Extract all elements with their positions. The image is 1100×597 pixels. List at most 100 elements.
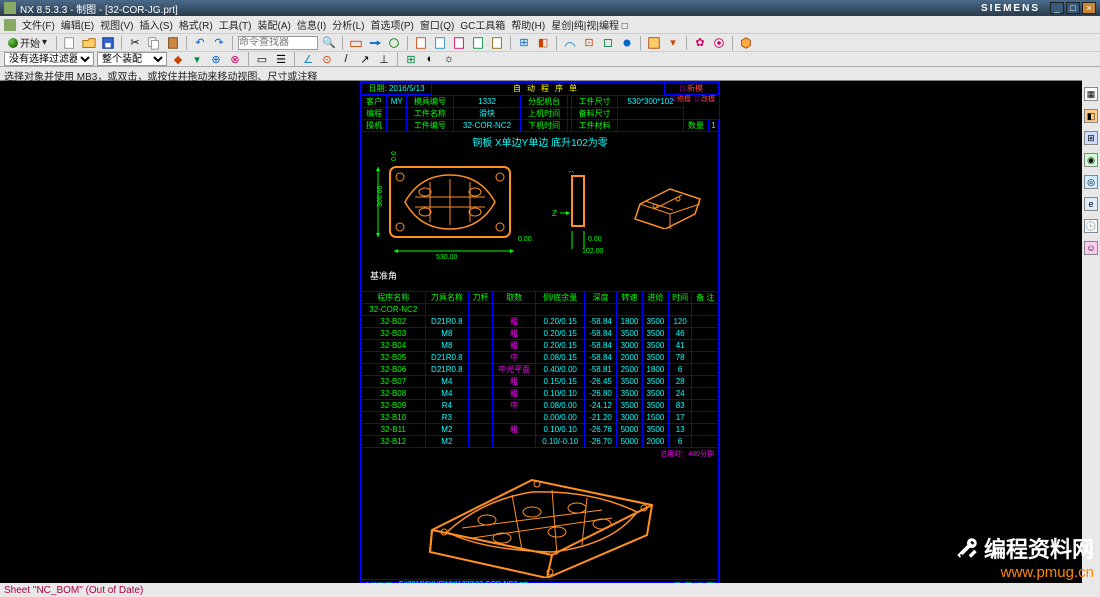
- tb-doc4-icon[interactable]: [470, 35, 486, 51]
- start-icon: [8, 38, 18, 48]
- start-label: 开始: [20, 35, 40, 50]
- menu-analysis[interactable]: 分析(L): [332, 17, 364, 32]
- copy-icon[interactable]: [146, 35, 162, 51]
- menu-view[interactable]: 视图(V): [100, 17, 133, 32]
- command-finder-input[interactable]: [238, 36, 318, 50]
- start-button[interactable]: 开始▾: [4, 35, 51, 50]
- sel-j-icon[interactable]: ↗: [357, 51, 373, 67]
- paste-icon[interactable]: [165, 35, 181, 51]
- maximize-button[interactable]: □: [1066, 2, 1080, 14]
- window-controls: _ □ ×: [1048, 2, 1096, 14]
- drawing-canvas[interactable]: 日期: 2016/5/13 自动程序单 □ 新模 □ 修模 □ 改模 客户MY模…: [0, 81, 1082, 583]
- drawing-sheet: 日期: 2016/5/13 自动程序单 □ 新模 □ 修模 □ 改模 客户MY模…: [360, 81, 720, 583]
- tb-x1-icon[interactable]: ⊞: [516, 35, 532, 51]
- legend-new: 新模: [687, 84, 703, 93]
- rbar-ie-icon[interactable]: e: [1084, 197, 1098, 211]
- menu-edit[interactable]: 编辑(E): [61, 17, 94, 32]
- iso-large-icon: [402, 460, 682, 578]
- tb-a-icon[interactable]: [348, 35, 364, 51]
- sel-i-icon[interactable]: /: [338, 51, 354, 67]
- subtitle: 铜板 X单边Y单边 底升102为零: [361, 132, 719, 151]
- menu-file[interactable]: 文件(F): [22, 17, 55, 32]
- svg-text:102.00: 102.00: [582, 248, 604, 255]
- app-logo-icon: [4, 2, 16, 14]
- drawing-views: 300.00 530.00 0.00 0.00 基准角 Z X 0.00 102…: [361, 151, 719, 291]
- iso-small-icon: [630, 169, 710, 229]
- minimize-button[interactable]: _: [1050, 2, 1064, 14]
- tb-z2-icon[interactable]: ▾: [665, 35, 681, 51]
- search-icon[interactable]: 🔍: [321, 35, 337, 51]
- sel-c-icon[interactable]: ⊕: [208, 51, 224, 67]
- tb-doc5-icon[interactable]: [489, 35, 505, 51]
- close-button[interactable]: ×: [1082, 2, 1096, 14]
- tb-x2-icon[interactable]: ◧: [535, 35, 551, 51]
- cut-icon[interactable]: ✂: [127, 35, 143, 51]
- rbar-asm-icon[interactable]: ⊞: [1084, 131, 1098, 145]
- sel-e-icon[interactable]: ▭: [254, 51, 270, 67]
- menu-tools[interactable]: 工具(T): [219, 17, 252, 32]
- save-icon[interactable]: [100, 35, 116, 51]
- menu-info[interactable]: 信息(I): [297, 17, 326, 32]
- tb-y2-icon[interactable]: ⊡: [581, 35, 597, 51]
- tb-w1-icon[interactable]: ✿: [692, 35, 708, 51]
- toolbar-main: 开始▾ ✂ ↶ ↷ 🔍 ⊞ ◧ ⊡ ▾ ✿: [0, 33, 1100, 51]
- title-bar: NX 8.5.3.3 - 制图 - [32-COR-JG.prt] SIEMEN…: [0, 0, 1100, 16]
- tb-c-icon[interactable]: [386, 35, 402, 51]
- dims-top: 300.00 530.00 0.00 0.00: [366, 151, 546, 281]
- tb-cube-icon[interactable]: [738, 35, 754, 51]
- tb-b-icon[interactable]: [367, 35, 383, 51]
- svg-text:0.00: 0.00: [391, 151, 398, 161]
- menu-help[interactable]: 帮助(H): [511, 17, 545, 32]
- tb-y4-icon[interactable]: [619, 35, 635, 51]
- rbar-nav-icon[interactable]: ▦: [1084, 87, 1098, 101]
- date-value: 2016/5/13: [389, 84, 425, 93]
- rbar-role-icon[interactable]: ☺: [1084, 241, 1098, 255]
- info-table: 客户MY模具编号1332分配机台工件尺寸530*300*102编程工件名称滑块上…: [361, 95, 719, 132]
- menu-format[interactable]: 格式(R): [179, 17, 213, 32]
- side-view-icon: Z X 0.00 102.00: [552, 171, 622, 261]
- sel-b-icon[interactable]: ▾: [189, 51, 205, 67]
- sel-f-icon[interactable]: ☰: [273, 51, 289, 67]
- menu-prefs[interactable]: 首选项(P): [371, 17, 414, 32]
- tb-w2-icon[interactable]: [711, 35, 727, 51]
- corner-label: 基准角: [370, 269, 397, 282]
- redo-icon[interactable]: ↷: [211, 35, 227, 51]
- menu-assembly[interactable]: 装配(A): [257, 17, 290, 32]
- dim-w: 530.00: [436, 254, 458, 261]
- sel-m-icon[interactable]: ◐: [422, 51, 438, 67]
- rbar-hist-icon[interactable]: 🕓: [1084, 219, 1098, 233]
- filter-select-2[interactable]: 整个装配: [97, 52, 167, 66]
- filter-select-1[interactable]: 没有选择过滤器: [4, 52, 94, 66]
- sel-l-icon[interactable]: ⊞: [403, 51, 419, 67]
- sel-h-icon[interactable]: ⊙: [319, 51, 335, 67]
- sheet-title: 自动程序单: [513, 84, 583, 93]
- sel-g-icon[interactable]: ∠: [300, 51, 316, 67]
- rbar-reuse-icon[interactable]: ◉: [1084, 153, 1098, 167]
- menu-window[interactable]: 窗口(Q): [420, 17, 454, 32]
- toolbar-selection: 没有选择过滤器 整个装配 ◆ ▾ ⊕ ⊗ ▭ ☰ ∠ ⊙ / ↗ ⊥ ⊞ ◐ ☼: [0, 51, 1100, 67]
- sel-n-icon[interactable]: ☼: [441, 51, 457, 67]
- menu-custom[interactable]: 星创|纯|视|编程 □: [551, 17, 628, 32]
- menu-insert[interactable]: 插入(S): [139, 17, 172, 32]
- legend-chg: 改模: [701, 96, 715, 103]
- legend-fix: 修模: [677, 96, 691, 103]
- rbar-part-icon[interactable]: ◧: [1084, 109, 1098, 123]
- svg-text:X: X: [569, 171, 576, 173]
- sel-k-icon[interactable]: ⊥: [376, 51, 392, 67]
- tb-y1-icon[interactable]: [562, 35, 578, 51]
- tb-doc1-icon[interactable]: [413, 35, 429, 51]
- program-table: 程序名称刀具名称刀杆取数侧/底余量深度转速进给时间备 注32-COR-NC232…: [361, 291, 719, 448]
- undo-icon[interactable]: ↶: [192, 35, 208, 51]
- tb-doc3-icon[interactable]: [451, 35, 467, 51]
- menu-gctools[interactable]: GC工具箱: [460, 17, 505, 32]
- tb-z1-icon[interactable]: [646, 35, 662, 51]
- status-bar: Sheet "NC_BOM" (Out of Date): [0, 583, 1100, 597]
- sel-a-icon[interactable]: ◆: [170, 51, 186, 67]
- new-icon[interactable]: [62, 35, 78, 51]
- tb-y3-icon[interactable]: [600, 35, 616, 51]
- rbar-hd3d-icon[interactable]: ◎: [1084, 175, 1098, 189]
- tb-doc2-icon[interactable]: [432, 35, 448, 51]
- menu-bar: 文件(F) 编辑(E) 视图(V) 插入(S) 格式(R) 工具(T) 装配(A…: [0, 16, 1100, 33]
- open-icon[interactable]: [81, 35, 97, 51]
- sel-d-icon[interactable]: ⊗: [227, 51, 243, 67]
